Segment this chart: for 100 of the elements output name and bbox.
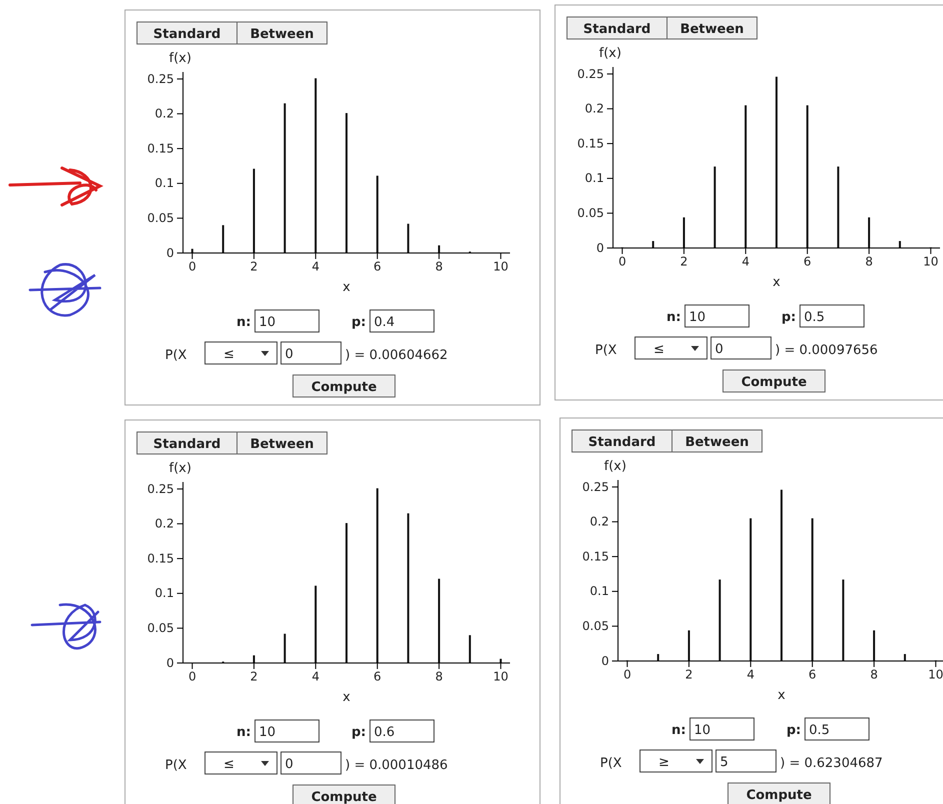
text: p: xyxy=(786,723,801,738)
x-axis-title: x xyxy=(342,690,351,705)
y-tick-label: 0.25 xyxy=(147,482,174,496)
text: 10 xyxy=(259,725,276,740)
y-tick-label: 0.15 xyxy=(147,551,174,566)
text: 10 xyxy=(259,315,276,330)
text: 0.6 xyxy=(374,725,395,740)
y-tick-label: 0 xyxy=(601,654,609,668)
y-tick-label: 0.2 xyxy=(154,106,174,121)
x-tick-label: 6 xyxy=(374,670,382,684)
x-axis-title: x xyxy=(772,275,781,290)
text: p: xyxy=(781,310,796,325)
text: ≤ xyxy=(224,347,234,362)
text: n: xyxy=(672,723,686,738)
x-axis-title: x xyxy=(342,280,351,295)
text: 0.5 xyxy=(804,310,825,325)
x-tick-label: 6 xyxy=(804,254,812,269)
x-tick-label: 0 xyxy=(623,668,632,682)
x-tick-label: 8 xyxy=(865,254,873,269)
text: 0 xyxy=(285,347,294,362)
y-tick-label: 0.2 xyxy=(154,516,174,531)
x-tick-label: 8 xyxy=(435,260,443,274)
y-tick-label: 0.05 xyxy=(582,619,609,634)
x-tick-label: 4 xyxy=(312,260,320,274)
y-tick-label: 0.1 xyxy=(154,176,174,190)
x-tick-label: 2 xyxy=(250,670,258,684)
y-tick-label: 0.1 xyxy=(584,171,604,186)
y-tick-label: 0.1 xyxy=(590,584,609,598)
text: Between xyxy=(685,435,749,450)
text: P(X xyxy=(165,758,187,773)
text: ) = 0.62304687 xyxy=(780,756,883,771)
text: 5 xyxy=(720,755,728,770)
y-tick-label: 0 xyxy=(166,656,174,670)
y-tick-label: 0.25 xyxy=(577,66,604,81)
y-tick-label: 0.2 xyxy=(584,102,604,116)
text: Between xyxy=(250,27,314,42)
x-tick-label: 8 xyxy=(435,670,443,684)
text: 10 xyxy=(694,723,711,738)
x-tick-label: 10 xyxy=(493,260,508,274)
y-tick-label: 0.25 xyxy=(147,72,174,86)
y-tick-label: 0.25 xyxy=(582,480,609,494)
x-axis-title: x xyxy=(778,688,786,703)
text: ≤ xyxy=(224,757,234,772)
y-axis-title: f(x) xyxy=(169,51,192,66)
text: n: xyxy=(236,315,251,330)
text: ) = 0.00097656 xyxy=(775,343,878,358)
text: Standard xyxy=(588,435,656,450)
text: Standard xyxy=(583,22,651,37)
x-tick-label: 2 xyxy=(685,668,693,682)
y-tick-label: 0.2 xyxy=(590,514,609,529)
y-tick-label: 0 xyxy=(166,246,174,260)
x-tick-label: 8 xyxy=(870,668,878,682)
text: Standard xyxy=(153,437,221,452)
y-axis-title: f(x) xyxy=(169,461,192,476)
text: Compute xyxy=(311,790,377,804)
x-tick-label: 4 xyxy=(746,668,754,682)
x-tick-label: 6 xyxy=(808,668,816,682)
text: n: xyxy=(236,725,251,740)
text: ) = 0.00604662 xyxy=(345,348,448,363)
text: P(X xyxy=(595,343,617,358)
text: 0 xyxy=(715,342,724,357)
text: Compute xyxy=(741,375,807,390)
text: Between xyxy=(680,22,744,37)
x-tick-label: 10 xyxy=(928,668,943,682)
x-tick-label: 4 xyxy=(742,254,750,269)
x-tick-label: 10 xyxy=(923,254,938,269)
text: Standard xyxy=(153,27,221,42)
x-tick-label: 2 xyxy=(680,254,688,269)
text: 0.4 xyxy=(374,315,395,330)
text: p: xyxy=(351,725,366,740)
y-tick-label: 0.15 xyxy=(147,141,174,156)
x-tick-label: 4 xyxy=(312,670,320,684)
x-tick-label: 2 xyxy=(250,260,258,274)
y-axis-title: f(x) xyxy=(604,459,626,474)
text: P(X xyxy=(165,348,187,363)
x-tick-label: 10 xyxy=(493,670,508,684)
y-tick-label: 0 xyxy=(596,240,604,255)
y-tick-label: 0.15 xyxy=(582,549,609,564)
text: ≤ xyxy=(654,342,664,357)
x-tick-label: 0 xyxy=(618,254,626,269)
text: ≥ xyxy=(658,755,670,770)
text: n: xyxy=(666,310,681,325)
x-tick-label: 0 xyxy=(188,670,196,684)
y-axis-title: f(x) xyxy=(599,46,622,61)
text: Compute xyxy=(311,380,377,395)
y-tick-label: 0.05 xyxy=(147,621,174,636)
y-tick-label: 0.15 xyxy=(577,136,604,150)
text: Between xyxy=(250,437,314,452)
y-tick-label: 0.1 xyxy=(154,586,174,600)
y-tick-label: 0.05 xyxy=(577,206,604,220)
text: 0.5 xyxy=(809,723,830,738)
text: ) = 0.00010486 xyxy=(345,758,448,773)
text: Compute xyxy=(746,788,812,803)
y-tick-label: 0.05 xyxy=(147,211,174,226)
text: P(X xyxy=(600,756,622,771)
text: p: xyxy=(351,315,366,330)
text: 10 xyxy=(689,310,706,325)
x-tick-label: 6 xyxy=(374,260,382,274)
text: 0 xyxy=(285,757,294,772)
x-tick-label: 0 xyxy=(188,260,196,274)
